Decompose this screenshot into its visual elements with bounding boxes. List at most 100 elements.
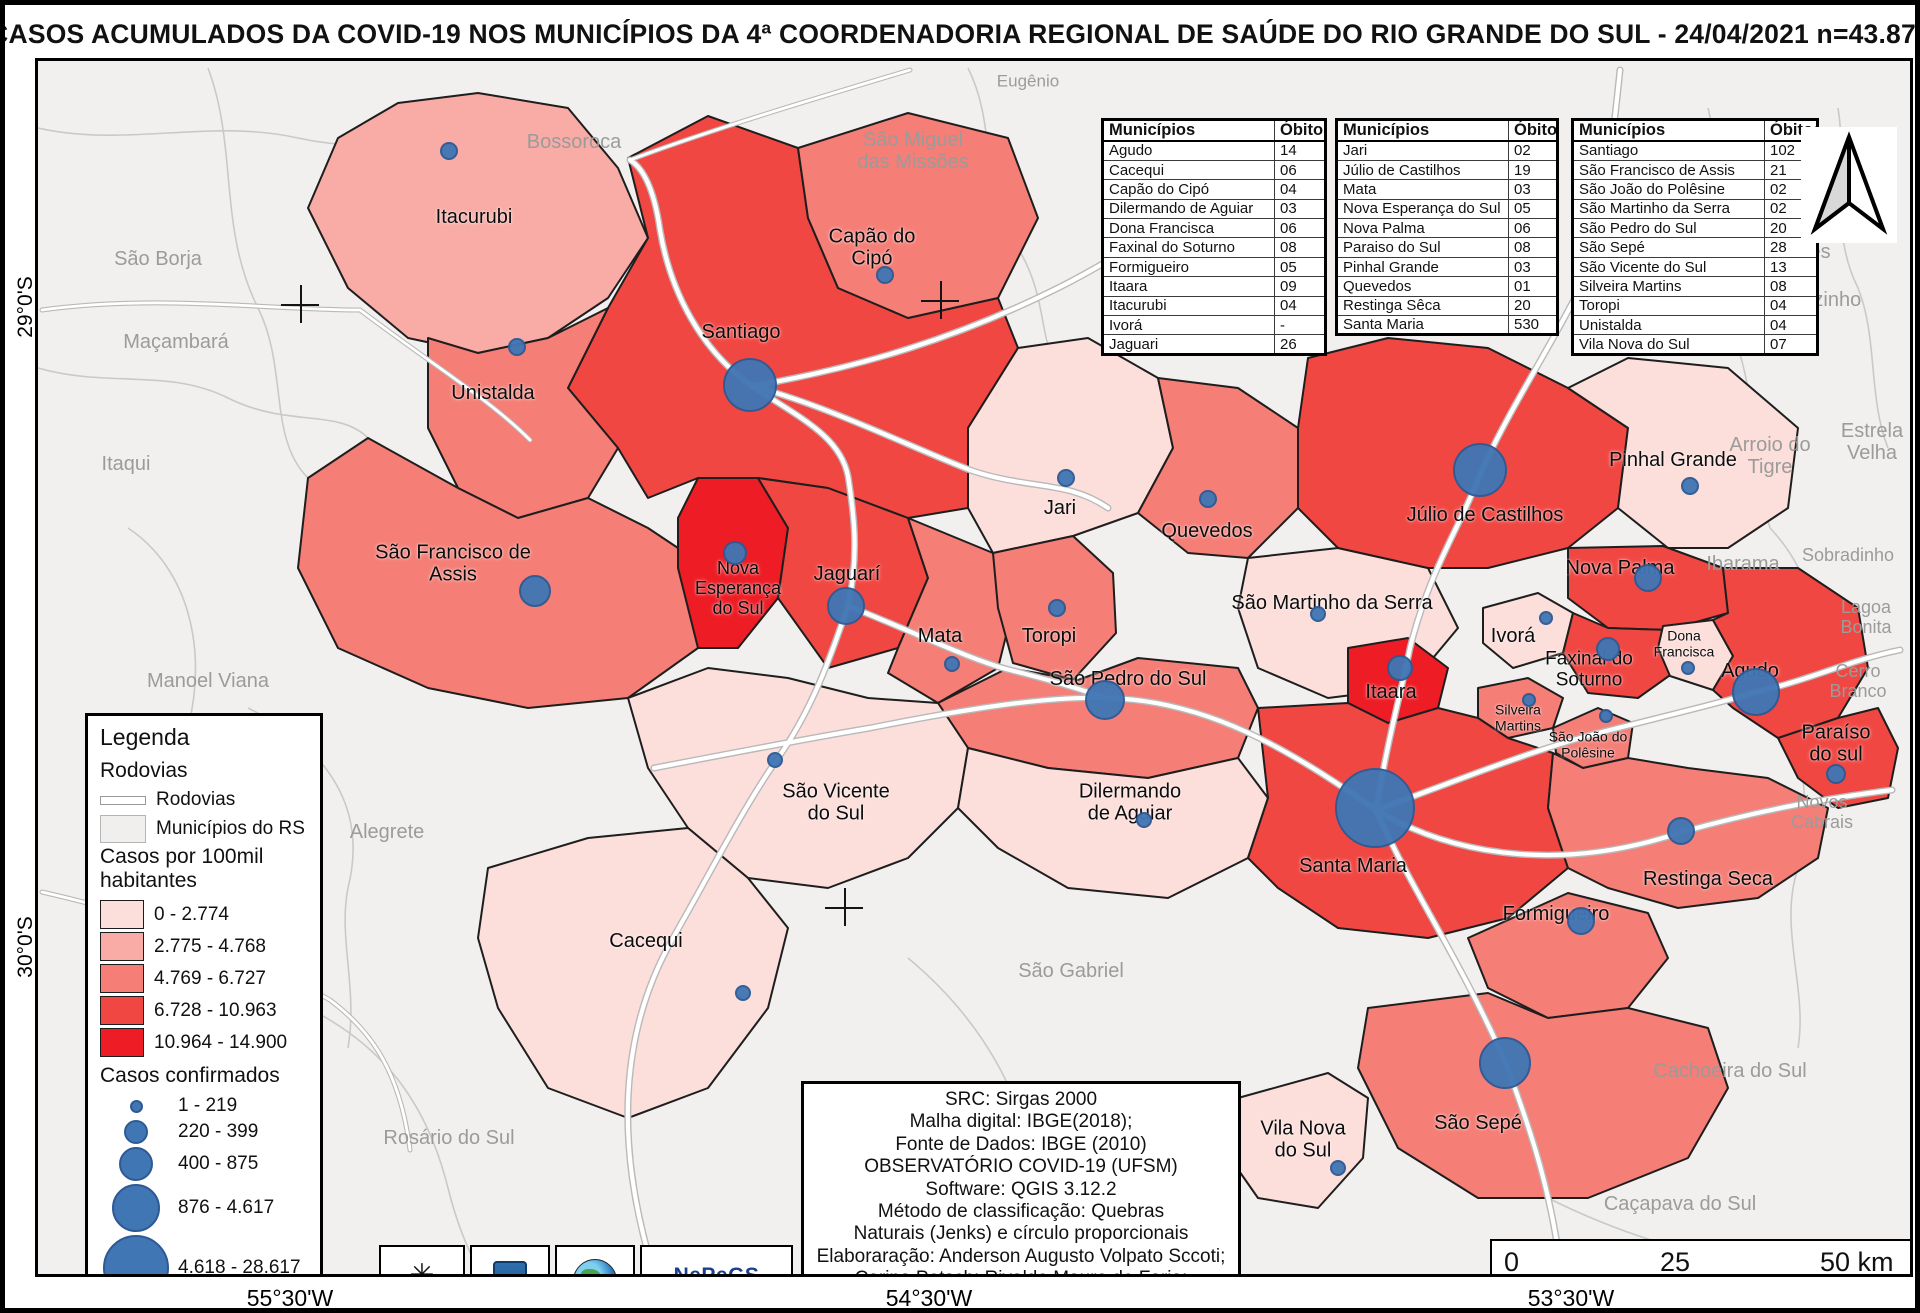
- scale-25-label: 25: [1660, 1247, 1691, 1277]
- shape-pinhal-grande: [1567, 357, 1799, 549]
- municipality-symbol: [100, 815, 146, 843]
- deaths-cell: 08: [1764, 276, 1818, 297]
- map-canvas: Bossoroca São Miguel das Missões Eugênio…: [35, 58, 1913, 1277]
- deaths-cell: 03: [1508, 256, 1558, 278]
- municipality-cell: Mata: [1336, 179, 1509, 200]
- logo-nepegs: NePeGS Núcleo de Pesquisa em Geografia d…: [640, 1245, 793, 1277]
- shape-ivora: [1482, 592, 1574, 669]
- deaths-table-2: Municípios Óbitos Jari 02 Júlio de Casti…: [1335, 118, 1559, 337]
- municipality-cell: São Pedro do Sul: [1572, 218, 1765, 239]
- legend-item-munis-label: Municípios do RS: [156, 818, 305, 839]
- logo-observatorio: ✳ Observatório INFORMAÇÕES EM SAÚDE: [379, 1245, 465, 1277]
- north-arrow-icon: [1810, 131, 1888, 235]
- municipality-cell: Vila Nova do Sul: [1572, 334, 1765, 355]
- municipality-cell: Jaguari: [1102, 334, 1275, 355]
- deaths-cell: 13: [1764, 256, 1818, 278]
- legend-item-roads: Rodovias: [100, 789, 310, 811]
- logo-nepegs-label: NePeGS: [673, 1264, 760, 1277]
- circle-size-symbol: [103, 1235, 169, 1274]
- municipality-cell: Ivorá: [1102, 315, 1275, 336]
- shape-agudo: [1712, 567, 1869, 739]
- table-row: Toropi 04: [1572, 295, 1818, 317]
- table-row: Agudo 14: [1102, 140, 1326, 161]
- deaths-table-3: Municípios Óbitos Santiago 102 São Franc…: [1571, 118, 1819, 356]
- shape-vila-nova-do-sul: [1222, 1072, 1369, 1209]
- attribution-line: Método de classificação: Quebras: [877, 1201, 1165, 1222]
- deaths-cell: 01: [1508, 276, 1558, 297]
- deaths-cell: 08: [1508, 237, 1558, 258]
- table-row: Paraiso do Sul 08: [1336, 237, 1558, 258]
- class-color-swatch: [100, 900, 144, 929]
- scale-50-label: 50 km: [1820, 1247, 1894, 1277]
- municipality-cell: Nova Palma: [1336, 218, 1509, 239]
- table-row: Jaguari 26: [1102, 334, 1326, 355]
- legend: Legenda Rodovias Rodovias Municípios do …: [85, 713, 323, 1277]
- legend-circle-item: 4.618 - 28.617: [100, 1235, 310, 1277]
- deaths-cell: 02: [1508, 140, 1558, 161]
- deaths-cell: 06: [1274, 159, 1326, 181]
- legend-circle-item: 1 - 219: [100, 1095, 310, 1117]
- municipality-cell: Pinhal Grande: [1336, 256, 1509, 278]
- table-row: Ivorá -: [1102, 315, 1326, 336]
- longitude-label: 54°30'W: [885, 1285, 973, 1311]
- municipality-cell: Capão do Cipó: [1102, 179, 1275, 200]
- deaths-cell: 06: [1508, 218, 1558, 239]
- municipality-cell: São Francisco de Assis: [1572, 159, 1765, 181]
- deaths-cell: 03: [1274, 198, 1326, 220]
- table-row: Dona Francisca 06: [1102, 218, 1326, 239]
- municipality-cell: Formigueiro: [1102, 256, 1275, 278]
- municipality-cell: Itacurubi: [1102, 295, 1275, 317]
- table-row: Faxinal do Soturno 08: [1102, 237, 1326, 258]
- circle-range-label: 220 - 399: [178, 1121, 259, 1142]
- attribution-line: Fonte de Dados: IBGE (2010): [895, 1133, 1147, 1155]
- deaths-cell: 530: [1508, 315, 1558, 336]
- circle-range-label: 876 - 4.617: [178, 1197, 275, 1218]
- network-icon: ✳: [409, 1259, 435, 1277]
- attribution-line: Software: QGIS 3.12.2: [925, 1178, 1117, 1200]
- municipality-cell: Júlio de Castilhos: [1336, 159, 1509, 181]
- municipality-cell: Paraiso do Sul: [1336, 237, 1509, 258]
- table-row: Silveira Martins 08: [1572, 276, 1818, 297]
- legend-item-roads-label: Rodovias: [156, 789, 236, 810]
- class-color-swatch: [100, 1028, 144, 1057]
- table-row: Itaara 09: [1102, 276, 1326, 297]
- table-row: Capão do Cipó 04: [1102, 179, 1326, 200]
- deaths-cell: 04: [1764, 315, 1818, 336]
- table-row: Jari 02: [1336, 140, 1558, 161]
- shape-nova-palma: [1567, 545, 1729, 631]
- deaths-cell: -: [1274, 315, 1326, 336]
- class-range-label: 2.775 - 4.768: [154, 935, 266, 957]
- legend-class-item: 4.769 - 6.727: [100, 964, 310, 993]
- latitude-label: 30°0'S: [14, 916, 37, 978]
- legend-group-cases: Casos por 100mil habitantes: [100, 845, 264, 892]
- municipality-cell: Silveira Martins: [1572, 276, 1765, 297]
- municipality-cell: Itaara: [1102, 276, 1275, 297]
- longitude-label: 53°30'W: [1527, 1285, 1615, 1311]
- municipality-cell: Dona Francisca: [1102, 218, 1275, 239]
- table-row: Nova Esperança do Sul 05: [1336, 198, 1558, 220]
- municipality-cell: Jari: [1336, 140, 1509, 161]
- shape-capao-do-cipo: [797, 112, 1039, 319]
- attribution-line: SRC: Sirgas 2000: [944, 1088, 1098, 1110]
- deaths-cell: 05: [1274, 256, 1326, 278]
- table2-header-municipios: Municípios: [1336, 119, 1509, 142]
- latitude-label: 29°0'S: [14, 276, 37, 338]
- table-row: Formigueiro 05: [1102, 256, 1326, 278]
- circle-size-symbol: [112, 1184, 160, 1232]
- circle-range-label: 4.618 - 28.617: [178, 1257, 301, 1277]
- table-row: São João do Polêsine 02: [1572, 179, 1818, 200]
- deaths-cell: 05: [1508, 198, 1558, 220]
- scale-0-label: 0: [1504, 1247, 1520, 1277]
- shape-toropi: [992, 535, 1117, 681]
- legend-class-item: 0 - 2.774: [100, 900, 310, 929]
- legend-circle-item: 400 - 875: [100, 1147, 310, 1181]
- attribution-line: Carina Petsch; Rivaldo Mauro de Faria;: [855, 1268, 1188, 1274]
- shape-sao-sepe: [1357, 992, 1729, 1199]
- legend-circle-list: 1 - 219 220 - 399 400 - 875 876 - 4.617 …: [100, 1092, 310, 1277]
- logo-ufsm-crest: 1960: [470, 1245, 550, 1274]
- table-row: Mata 03: [1336, 179, 1558, 200]
- municipality-cell: Cacequi: [1102, 159, 1275, 181]
- deaths-cell: 14: [1274, 140, 1326, 161]
- circle-size-symbol: [124, 1120, 148, 1144]
